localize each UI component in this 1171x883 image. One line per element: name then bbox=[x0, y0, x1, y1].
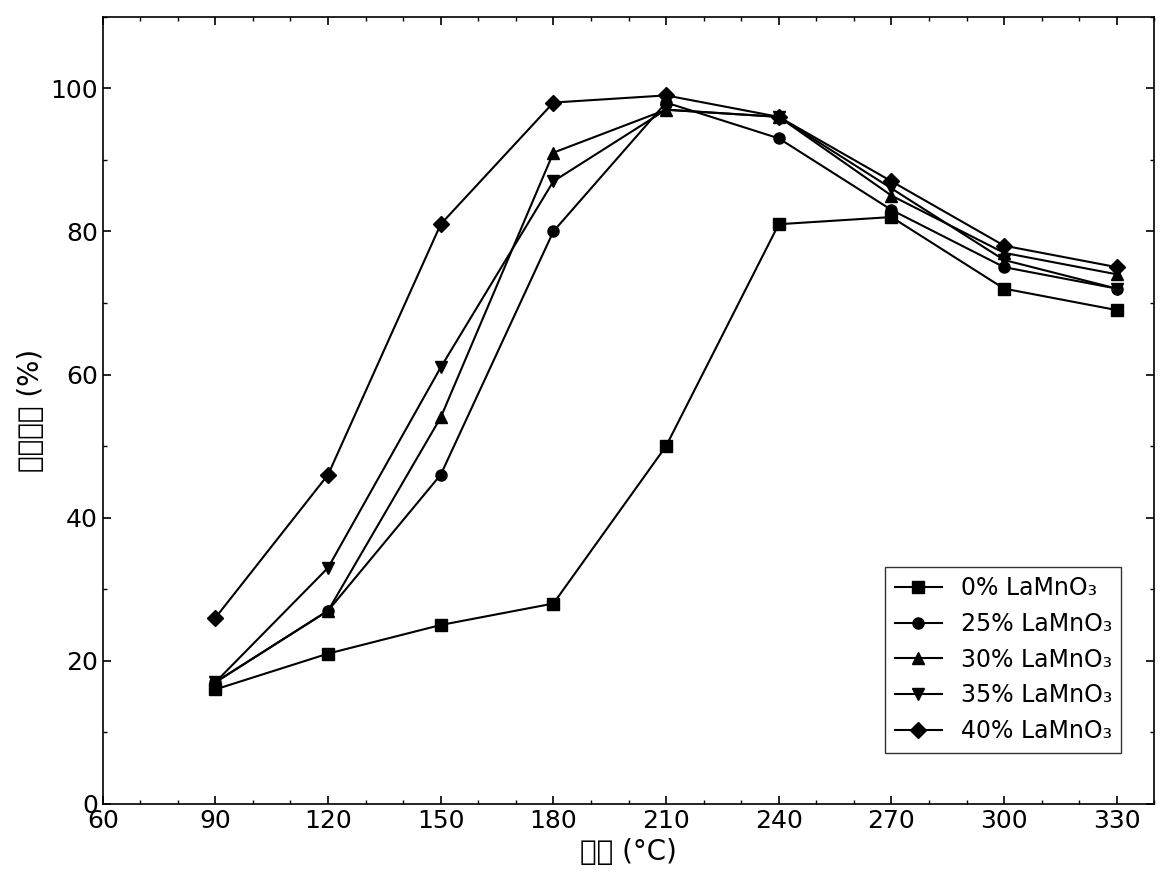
30% LaMnO₃ bbox=[547, 147, 561, 158]
25% LaMnO₃ bbox=[547, 226, 561, 237]
25% LaMnO₃ bbox=[772, 133, 786, 144]
35% LaMnO₃ bbox=[884, 183, 898, 193]
30% LaMnO₃ bbox=[997, 247, 1011, 258]
25% LaMnO₃ bbox=[997, 262, 1011, 273]
25% LaMnO₃ bbox=[321, 606, 335, 616]
25% LaMnO₃ bbox=[659, 97, 673, 108]
35% LaMnO₃ bbox=[433, 362, 447, 373]
30% LaMnO₃ bbox=[1110, 269, 1124, 280]
25% LaMnO₃ bbox=[433, 470, 447, 480]
X-axis label: 温度 (°C): 温度 (°C) bbox=[580, 838, 677, 866]
25% LaMnO₃ bbox=[1110, 283, 1124, 294]
35% LaMnO₃ bbox=[659, 104, 673, 115]
40% LaMnO₃ bbox=[1110, 262, 1124, 273]
Y-axis label: 脱牁效率 (%): 脱牁效率 (%) bbox=[16, 349, 44, 472]
30% LaMnO₃ bbox=[884, 191, 898, 201]
40% LaMnO₃ bbox=[433, 219, 447, 230]
0% LaMnO₃ bbox=[772, 219, 786, 230]
0% LaMnO₃ bbox=[208, 684, 222, 695]
Line: 25% LaMnO₃: 25% LaMnO₃ bbox=[210, 97, 1122, 688]
0% LaMnO₃ bbox=[884, 212, 898, 223]
Line: 0% LaMnO₃: 0% LaMnO₃ bbox=[210, 212, 1122, 695]
40% LaMnO₃ bbox=[659, 90, 673, 101]
30% LaMnO₃ bbox=[208, 677, 222, 688]
Legend: 0% LaMnO₃, 25% LaMnO₃, 30% LaMnO₃, 35% LaMnO₃, 40% LaMnO₃: 0% LaMnO₃, 25% LaMnO₃, 30% LaMnO₃, 35% L… bbox=[885, 567, 1122, 752]
40% LaMnO₃ bbox=[884, 176, 898, 186]
40% LaMnO₃ bbox=[547, 97, 561, 108]
0% LaMnO₃ bbox=[659, 441, 673, 451]
40% LaMnO₃ bbox=[997, 240, 1011, 251]
Line: 35% LaMnO₃: 35% LaMnO₃ bbox=[210, 104, 1122, 688]
35% LaMnO₃ bbox=[321, 562, 335, 573]
35% LaMnO₃ bbox=[547, 176, 561, 186]
30% LaMnO₃ bbox=[659, 104, 673, 115]
Line: 30% LaMnO₃: 30% LaMnO₃ bbox=[210, 104, 1122, 688]
0% LaMnO₃ bbox=[1110, 305, 1124, 315]
30% LaMnO₃ bbox=[433, 412, 447, 423]
30% LaMnO₃ bbox=[321, 606, 335, 616]
35% LaMnO₃ bbox=[772, 111, 786, 122]
35% LaMnO₃ bbox=[997, 254, 1011, 265]
0% LaMnO₃ bbox=[433, 620, 447, 630]
25% LaMnO₃ bbox=[884, 205, 898, 215]
0% LaMnO₃ bbox=[997, 283, 1011, 294]
40% LaMnO₃ bbox=[208, 613, 222, 623]
0% LaMnO₃ bbox=[547, 598, 561, 608]
40% LaMnO₃ bbox=[321, 470, 335, 480]
35% LaMnO₃ bbox=[1110, 283, 1124, 294]
40% LaMnO₃ bbox=[772, 111, 786, 122]
35% LaMnO₃ bbox=[208, 677, 222, 688]
Line: 40% LaMnO₃: 40% LaMnO₃ bbox=[210, 90, 1122, 623]
0% LaMnO₃ bbox=[321, 648, 335, 659]
30% LaMnO₃ bbox=[772, 111, 786, 122]
25% LaMnO₃ bbox=[208, 677, 222, 688]
